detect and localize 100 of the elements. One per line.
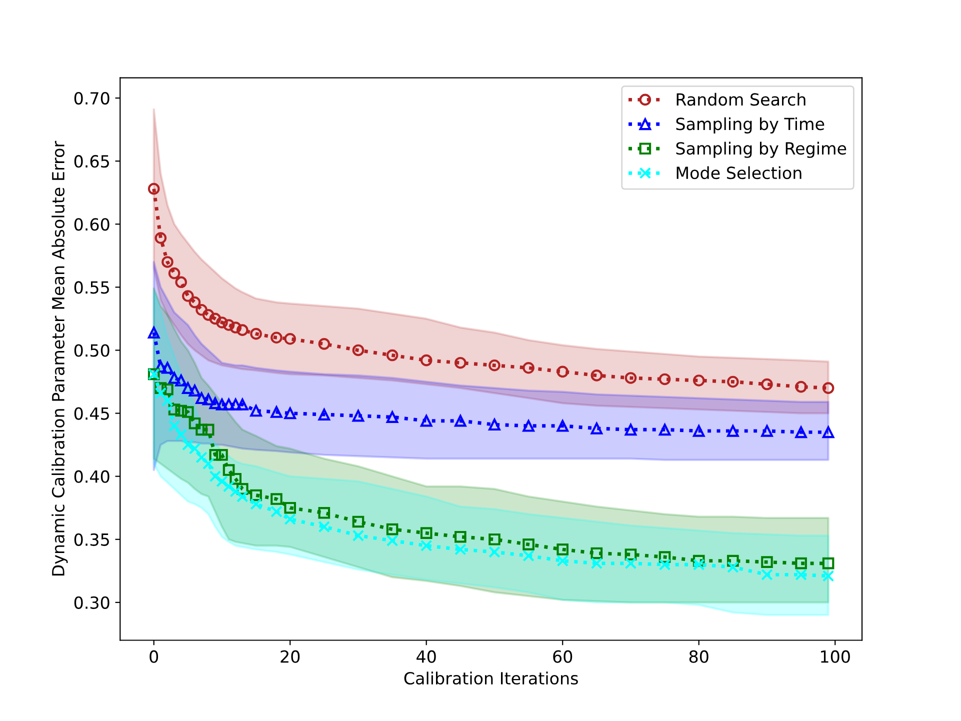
point (188, 417, 201, 430)
point (196, 424, 208, 436)
y-tick-label: 0.55 (74, 281, 109, 294)
point (692, 558, 705, 570)
point (222, 319, 235, 331)
point (236, 398, 248, 410)
point (352, 344, 364, 356)
point (162, 383, 174, 396)
point (692, 374, 705, 386)
point (624, 548, 637, 560)
legend-label: Sampling by Regime (676, 142, 846, 158)
point (727, 561, 739, 574)
y-axis-title: Dynamic Calibration Parameter Mean Absolute Error (52, 140, 68, 576)
point (590, 370, 603, 382)
point (488, 533, 500, 546)
point (386, 523, 398, 536)
point (454, 530, 466, 543)
point (692, 425, 705, 437)
point (188, 296, 201, 308)
point (202, 394, 214, 406)
point (154, 232, 167, 244)
point (148, 326, 160, 338)
point (168, 267, 180, 280)
point (196, 452, 208, 464)
point (222, 480, 235, 492)
x-tick-label: 80 (689, 650, 708, 663)
point (270, 406, 282, 418)
legend-label: Sampling by Time (676, 117, 824, 134)
point (270, 493, 282, 505)
point (488, 359, 500, 372)
point (590, 557, 603, 570)
point (216, 398, 228, 410)
point (795, 426, 807, 438)
point (175, 374, 188, 386)
point (624, 557, 637, 570)
point (454, 414, 466, 427)
point (250, 498, 262, 510)
y-tick-label: 0.60 (74, 218, 110, 231)
x-tick-label: 60 (553, 650, 572, 663)
y-tick-label: 0.65 (74, 155, 109, 168)
point (727, 425, 739, 437)
point (318, 506, 330, 519)
point (270, 506, 282, 518)
point (795, 568, 807, 581)
x-tick-label: 100 (821, 650, 850, 663)
point (761, 568, 773, 581)
point (658, 558, 671, 570)
point (209, 448, 222, 461)
point (488, 546, 500, 558)
point (352, 516, 364, 528)
point (182, 438, 194, 451)
point (216, 316, 228, 328)
point (230, 322, 242, 334)
point (522, 362, 534, 374)
point (386, 411, 398, 423)
point (590, 547, 603, 560)
point (795, 557, 807, 570)
point (420, 354, 432, 366)
point (216, 448, 228, 461)
point (658, 424, 671, 436)
point (522, 420, 534, 432)
point (196, 304, 208, 316)
legend-label: Random Search (676, 92, 806, 106)
point (162, 362, 174, 374)
point (175, 276, 188, 288)
point (454, 544, 466, 556)
point (236, 324, 248, 336)
point (522, 538, 534, 550)
point (761, 425, 773, 437)
point (352, 410, 364, 422)
y-tick-label: 0.50 (74, 344, 110, 357)
point (188, 384, 201, 396)
point (230, 472, 242, 485)
point (209, 312, 222, 325)
point (386, 349, 398, 362)
point (250, 404, 262, 417)
point (624, 424, 637, 436)
point (822, 570, 834, 582)
point (222, 398, 235, 410)
y-tick-label: 0.70 (74, 92, 110, 105)
x-tick-label: 0 (150, 650, 158, 663)
point (230, 486, 242, 498)
point (230, 398, 242, 410)
y-tick-label: 0.35 (74, 533, 109, 546)
point (168, 404, 180, 416)
point (318, 338, 330, 350)
point (250, 328, 262, 340)
y-tick-label: 0.40 (74, 470, 110, 483)
point (727, 376, 739, 388)
point (182, 290, 194, 302)
point (270, 332, 282, 344)
point (188, 442, 201, 454)
point (175, 404, 188, 417)
point (284, 513, 296, 526)
point (168, 372, 180, 384)
point (822, 382, 834, 394)
point (284, 332, 296, 345)
point (692, 554, 705, 567)
point (236, 490, 248, 502)
point (822, 426, 834, 438)
